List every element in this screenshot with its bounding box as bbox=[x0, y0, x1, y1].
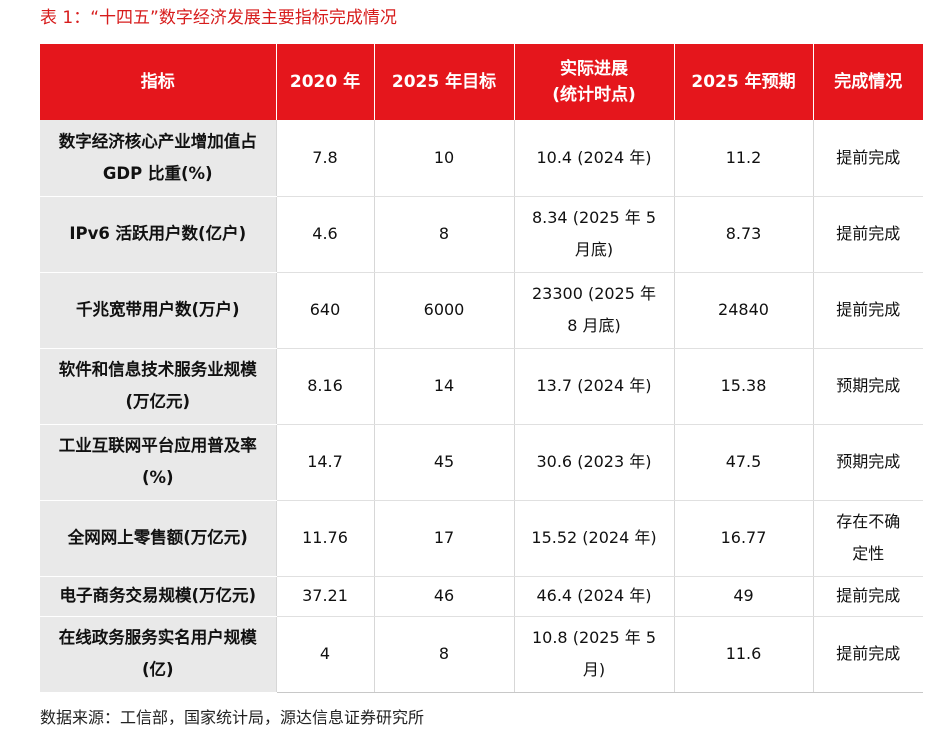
row-label: 在线政务服务实名用户规模 (亿) bbox=[40, 616, 277, 693]
cell-target: 8 bbox=[374, 196, 515, 273]
cell-forecast: 15.38 bbox=[674, 348, 814, 425]
row-label-line1: 在线政务服务实名用户规模 bbox=[58, 628, 257, 647]
cell-forecast: 16.77 bbox=[674, 500, 814, 577]
cell-forecast: 11.6 bbox=[674, 616, 814, 693]
header-2025-forecast: 2025 年预期 bbox=[674, 44, 814, 120]
cell-actual-line2: 月) bbox=[582, 660, 606, 679]
header-actual-line1: 实际进展 bbox=[560, 59, 628, 79]
cell-status: 提前完成 bbox=[813, 120, 923, 197]
cell-forecast: 24840 bbox=[674, 272, 814, 349]
cell-status: 提前完成 bbox=[813, 616, 923, 693]
cell-2020: 4.6 bbox=[276, 196, 375, 273]
cell-forecast: 47.5 bbox=[674, 424, 814, 501]
cell-target: 45 bbox=[374, 424, 515, 501]
row-label: IPv6 活跃用户数(亿户) bbox=[40, 196, 277, 273]
cell-actual: 30.6 (2023 年) bbox=[514, 424, 675, 501]
cell-forecast: 8.73 bbox=[674, 196, 814, 273]
table-row: 软件和信息技术服务业规模 (万亿元) 8.16 14 13.7 (2024 年)… bbox=[40, 348, 923, 425]
row-label: 软件和信息技术服务业规模 (万亿元) bbox=[40, 348, 277, 425]
cell-2020: 11.76 bbox=[276, 500, 375, 577]
table-row: IPv6 活跃用户数(亿户) 4.6 8 8.34 (2025 年 5 月底) … bbox=[40, 196, 923, 273]
cell-2020: 7.8 bbox=[276, 120, 375, 197]
cell-actual-line1: 23300 (2025 年 bbox=[531, 284, 657, 303]
header-status: 完成情况 bbox=[813, 44, 923, 120]
indicators-table: 指标 2020 年 2025 年目标 实际进展 (统计时点) 2025 年预期 … bbox=[40, 44, 923, 693]
cell-actual: 8.34 (2025 年 5 月底) bbox=[514, 196, 675, 273]
cell-actual: 23300 (2025 年 8 月底) bbox=[514, 272, 675, 349]
row-label-line1: 软件和信息技术服务业规模 bbox=[58, 360, 257, 379]
table-row: 千兆宽带用户数(万户) 640 6000 23300 (2025 年 8 月底)… bbox=[40, 272, 923, 349]
table-caption: 表 1：“十四五”数字经济发展主要指标完成情况 bbox=[40, 8, 397, 28]
cell-target: 6000 bbox=[374, 272, 515, 349]
cell-actual: 10.4 (2024 年) bbox=[514, 120, 675, 197]
cell-actual: 15.52 (2024 年) bbox=[514, 500, 675, 577]
cell-status: 提前完成 bbox=[813, 196, 923, 273]
table-header-row: 指标 2020 年 2025 年目标 实际进展 (统计时点) 2025 年预期 … bbox=[40, 44, 923, 120]
cell-target: 8 bbox=[374, 616, 515, 693]
cell-forecast: 11.2 bbox=[674, 120, 814, 197]
cell-status: 提前完成 bbox=[813, 272, 923, 349]
header-actual-progress: 实际进展 (统计时点) bbox=[514, 44, 675, 120]
cell-actual-line2: 8 月底) bbox=[567, 316, 621, 335]
cell-actual: 46.4 (2024 年) bbox=[514, 576, 675, 617]
header-2020: 2020 年 bbox=[276, 44, 375, 120]
cell-2020: 4 bbox=[276, 616, 375, 693]
data-source-note: 数据来源：工信部，国家统计局，源达信息证券研究所 bbox=[40, 708, 425, 727]
table-row: 电子商务交易规模(万亿元) 37.21 46 46.4 (2024 年) 49 … bbox=[40, 576, 923, 617]
table-row: 工业互联网平台应用普及率 (%) 14.7 45 30.6 (2023 年) 4… bbox=[40, 424, 923, 501]
table-row: 数字经济核心产业增加值占 GDP 比重(%) 7.8 10 10.4 (2024… bbox=[40, 120, 923, 197]
cell-status: 提前完成 bbox=[813, 576, 923, 617]
cell-status-line1: 存在不确 bbox=[836, 512, 901, 531]
header-indicator: 指标 bbox=[40, 44, 277, 120]
cell-target: 14 bbox=[374, 348, 515, 425]
table-row: 在线政务服务实名用户规模 (亿) 4 8 10.8 (2025 年 5 月) 1… bbox=[40, 616, 923, 693]
cell-actual-line1: 10.8 (2025 年 5 bbox=[531, 628, 657, 647]
cell-2020: 640 bbox=[276, 272, 375, 349]
row-label-line2: (亿) bbox=[141, 660, 174, 679]
cell-status-line2: 定性 bbox=[852, 544, 885, 563]
cell-status: 预期完成 bbox=[813, 348, 923, 425]
row-label-line2: (万亿元) bbox=[125, 392, 191, 411]
cell-target: 10 bbox=[374, 120, 515, 197]
cell-actual: 13.7 (2024 年) bbox=[514, 348, 675, 425]
cell-target: 17 bbox=[374, 500, 515, 577]
row-label-line2: (%) bbox=[141, 468, 174, 487]
header-actual-line2: (统计时点) bbox=[552, 85, 636, 105]
header-2025-target: 2025 年目标 bbox=[374, 44, 515, 120]
cell-status: 预期完成 bbox=[813, 424, 923, 501]
row-label-line2: GDP 比重(%) bbox=[102, 163, 213, 183]
row-label: 全网网上零售额(万亿元) bbox=[40, 500, 277, 577]
cell-2020: 14.7 bbox=[276, 424, 375, 501]
cell-actual-line2: 月底) bbox=[574, 240, 614, 259]
row-label: 千兆宽带用户数(万户) bbox=[40, 272, 277, 349]
cell-actual: 10.8 (2025 年 5 月) bbox=[514, 616, 675, 693]
cell-2020: 37.21 bbox=[276, 576, 375, 617]
cell-forecast: 49 bbox=[674, 576, 814, 617]
row-label: 数字经济核心产业增加值占 GDP 比重(%) bbox=[40, 120, 277, 197]
cell-status: 存在不确 定性 bbox=[813, 500, 923, 577]
cell-2020: 8.16 bbox=[276, 348, 375, 425]
row-label-line1: 工业互联网平台应用普及率 bbox=[58, 436, 257, 455]
row-label: 电子商务交易规模(万亿元) bbox=[40, 576, 277, 617]
table-row: 全网网上零售额(万亿元) 11.76 17 15.52 (2024 年) 16.… bbox=[40, 500, 923, 577]
row-label-line1: 数字经济核心产业增加值占 bbox=[58, 131, 257, 151]
row-label: 工业互联网平台应用普及率 (%) bbox=[40, 424, 277, 501]
cell-actual-line1: 8.34 (2025 年 5 bbox=[531, 208, 657, 227]
cell-target: 46 bbox=[374, 576, 515, 617]
